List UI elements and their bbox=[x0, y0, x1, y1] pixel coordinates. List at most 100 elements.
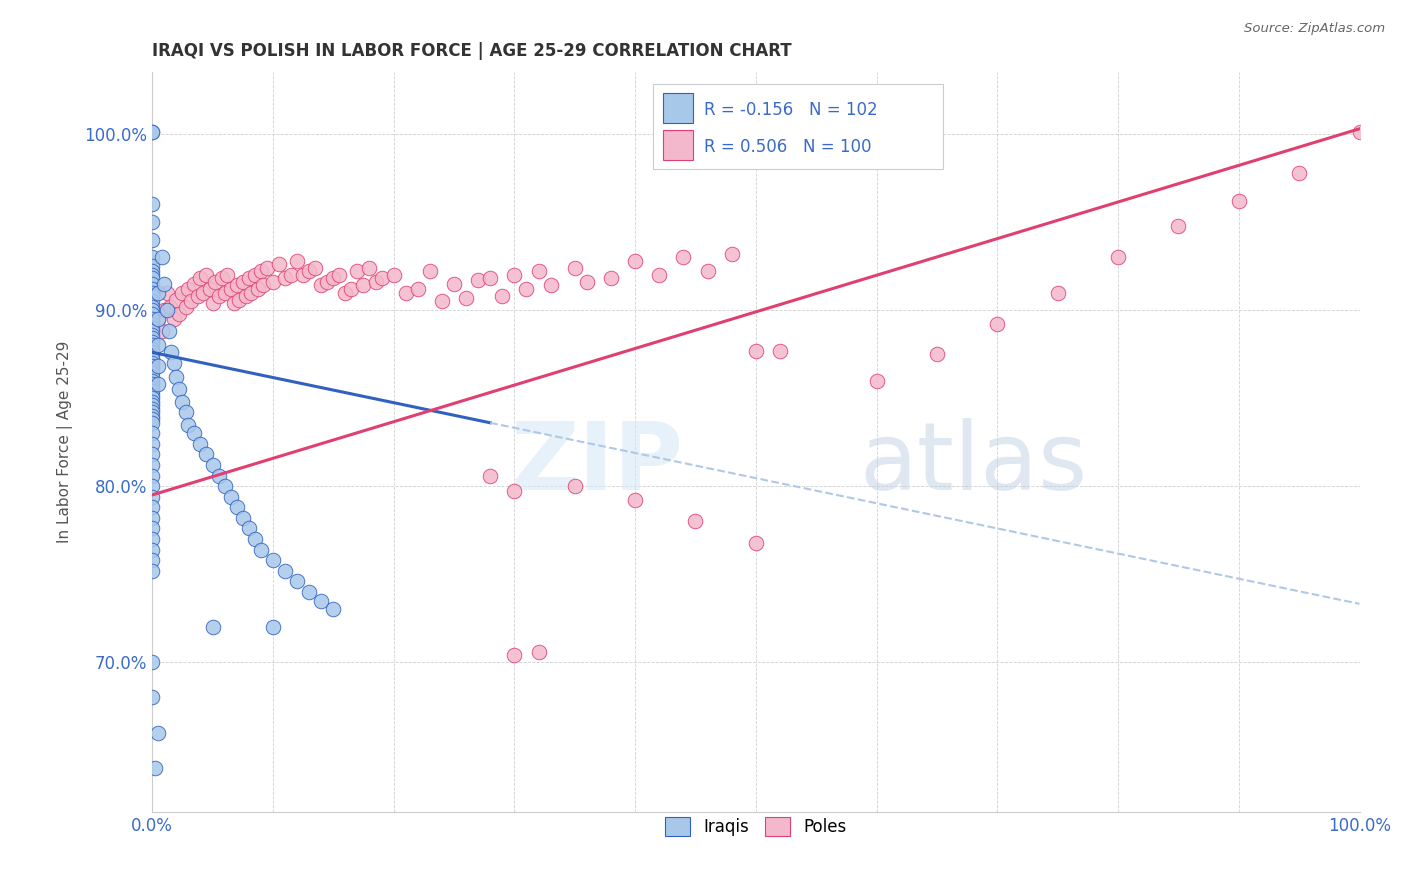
Text: R = 0.506   N = 100: R = 0.506 N = 100 bbox=[704, 138, 872, 156]
Point bbox=[745, 535, 768, 549]
Point bbox=[238, 521, 260, 535]
Point bbox=[316, 275, 339, 289]
Point bbox=[238, 271, 260, 285]
Point bbox=[1167, 219, 1189, 233]
Point bbox=[198, 282, 221, 296]
Point bbox=[172, 285, 194, 300]
Point bbox=[382, 268, 405, 282]
Point bbox=[309, 278, 332, 293]
Point bbox=[163, 356, 186, 370]
Point bbox=[322, 602, 344, 616]
Point bbox=[187, 289, 209, 303]
Point bbox=[141, 327, 163, 342]
Point bbox=[262, 620, 284, 634]
Point bbox=[250, 264, 273, 278]
Point bbox=[232, 511, 254, 525]
Point bbox=[235, 289, 257, 303]
FancyBboxPatch shape bbox=[662, 130, 693, 160]
Point bbox=[141, 370, 163, 384]
Point bbox=[252, 278, 274, 293]
Point bbox=[141, 374, 163, 388]
Point bbox=[190, 271, 212, 285]
Point bbox=[564, 260, 586, 275]
Point bbox=[141, 345, 163, 359]
Point bbox=[141, 479, 163, 493]
Point bbox=[745, 343, 768, 358]
Point bbox=[141, 380, 163, 394]
Point bbox=[201, 458, 224, 472]
Point bbox=[141, 363, 163, 377]
Point bbox=[141, 398, 163, 412]
Point bbox=[232, 275, 254, 289]
Point bbox=[148, 338, 170, 352]
Point bbox=[141, 437, 163, 451]
Point bbox=[479, 468, 502, 483]
Point bbox=[564, 479, 586, 493]
Text: atlas: atlas bbox=[859, 418, 1087, 510]
Point bbox=[267, 257, 290, 271]
Point bbox=[720, 246, 742, 260]
Point bbox=[150, 324, 173, 338]
Point bbox=[141, 300, 163, 314]
Point bbox=[150, 250, 173, 264]
Point bbox=[141, 412, 163, 426]
Point bbox=[201, 620, 224, 634]
Point bbox=[672, 250, 695, 264]
Point bbox=[491, 289, 513, 303]
Point bbox=[141, 409, 163, 423]
Point bbox=[219, 490, 242, 504]
Point bbox=[141, 349, 163, 363]
Point bbox=[195, 268, 218, 282]
Point bbox=[165, 293, 187, 307]
Point bbox=[340, 282, 363, 296]
Point bbox=[575, 275, 598, 289]
Point bbox=[183, 277, 205, 291]
Point bbox=[141, 312, 163, 326]
Point bbox=[156, 303, 179, 318]
Point bbox=[215, 268, 238, 282]
Point bbox=[141, 324, 163, 338]
Point bbox=[309, 593, 332, 607]
Point bbox=[1227, 194, 1250, 208]
Point bbox=[141, 542, 163, 557]
Point bbox=[1107, 250, 1129, 264]
Point bbox=[322, 271, 344, 285]
Point bbox=[141, 359, 163, 374]
Point bbox=[141, 394, 163, 409]
Point bbox=[141, 401, 163, 416]
Point bbox=[160, 345, 183, 359]
Point bbox=[292, 268, 315, 282]
Point bbox=[141, 268, 163, 282]
Point bbox=[224, 296, 246, 310]
Point bbox=[1348, 125, 1371, 139]
Point bbox=[207, 289, 229, 303]
Point bbox=[211, 271, 233, 285]
Point bbox=[479, 271, 502, 285]
Point bbox=[153, 303, 176, 318]
Point bbox=[540, 278, 562, 293]
Point bbox=[204, 275, 226, 289]
Point bbox=[141, 215, 163, 229]
Point bbox=[1288, 166, 1310, 180]
Point bbox=[298, 584, 321, 599]
Point bbox=[141, 384, 163, 398]
Point bbox=[141, 356, 163, 370]
Point bbox=[527, 264, 550, 278]
Point bbox=[696, 264, 718, 278]
Point bbox=[172, 394, 194, 409]
Point bbox=[141, 303, 163, 318]
Point bbox=[167, 382, 190, 396]
Point bbox=[141, 334, 163, 349]
Point bbox=[141, 271, 163, 285]
Point bbox=[503, 268, 526, 282]
Point bbox=[141, 317, 163, 331]
Point bbox=[141, 277, 163, 291]
Point bbox=[228, 293, 250, 307]
Point bbox=[285, 574, 308, 589]
Point bbox=[201, 296, 224, 310]
Point bbox=[141, 233, 163, 247]
Point bbox=[195, 448, 218, 462]
Point bbox=[285, 253, 308, 268]
Point bbox=[141, 564, 163, 578]
Point bbox=[141, 500, 163, 515]
